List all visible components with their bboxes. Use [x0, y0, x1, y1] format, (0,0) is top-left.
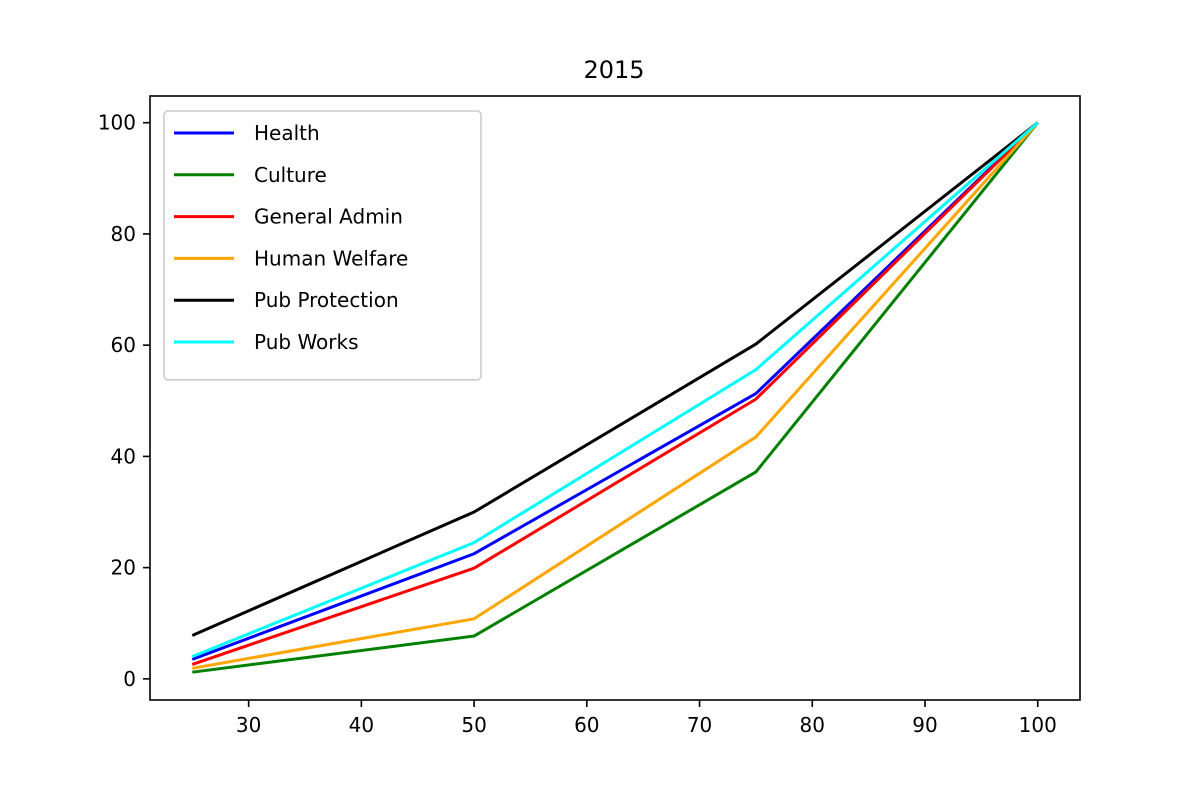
x-tick-label: 90	[912, 713, 937, 737]
x-tick-label: 80	[800, 713, 825, 737]
legend-label: Pub Protection	[254, 288, 399, 312]
series-line-pub-works	[191, 121, 1039, 659]
chart-title: 2015	[583, 56, 644, 84]
y-tick-label: 60	[111, 333, 136, 357]
legend-label: Health	[254, 121, 320, 145]
y-tick-label: 40	[111, 444, 136, 468]
legend-label: General Admin	[254, 205, 403, 229]
x-tick-label: 40	[349, 713, 374, 737]
x-tick-label: 60	[574, 713, 599, 737]
legend-label: Culture	[254, 163, 327, 187]
axes-layer: 30 40 50 60 70 80 90 100 0 20 40 60 80 100	[98, 95, 1081, 737]
series-line-human-welfare	[192, 121, 1039, 670]
y-tick-label: 100	[98, 111, 136, 135]
series-line-general-admin	[191, 121, 1039, 666]
x-tick-label: 100	[1019, 713, 1057, 737]
x-tick-label: 30	[236, 713, 261, 737]
y-tick-label: 20	[111, 556, 136, 580]
x-tick-label: 70	[687, 713, 712, 737]
x-tick-label: 50	[461, 713, 486, 737]
series-line-pub-protection	[191, 121, 1039, 637]
legend: Health Culture General Admin Human Welfare P…	[163, 110, 482, 381]
series-line-health	[191, 121, 1039, 661]
series-line-culture	[192, 121, 1039, 674]
y-tick-label: 80	[111, 222, 136, 246]
legend-label: Human Welfare	[254, 246, 408, 270]
series-layer	[191, 121, 1039, 674]
y-tick-label: 0	[123, 667, 136, 691]
legend-label: Pub Works	[254, 330, 359, 354]
plot-frame	[149, 95, 1081, 701]
legend-box	[163, 110, 482, 381]
